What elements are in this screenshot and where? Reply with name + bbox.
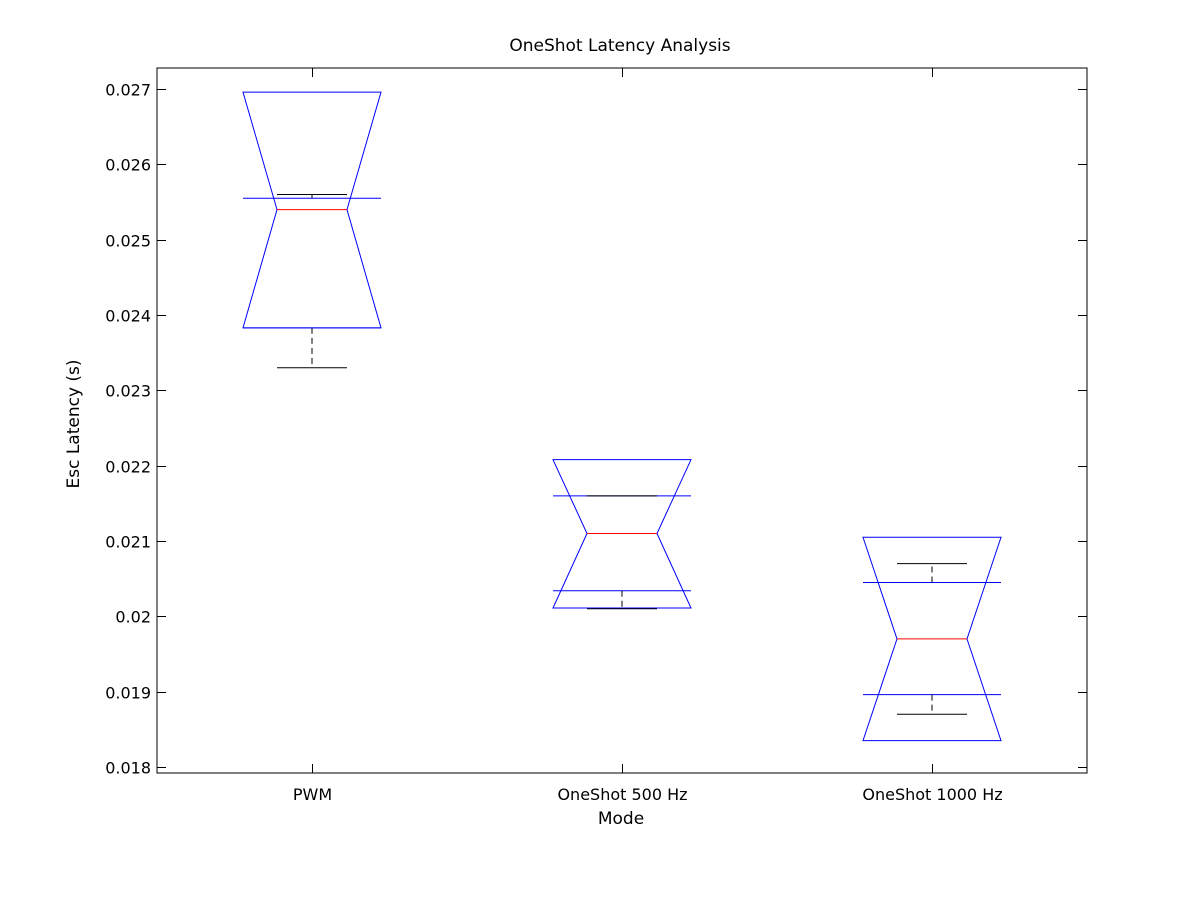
- y-axis: 0.018 0.019 0.02 0.021 0.022 0.023 0.024 0.025 0…: [105, 81, 1087, 778]
- y-tick-label: 0.026: [105, 156, 151, 175]
- y-tick-label: 0.018: [105, 759, 151, 778]
- y-tick-label: 0.027: [105, 81, 151, 100]
- x-tick-label: PWM: [293, 785, 332, 804]
- x-tick-label: OneShot 500 Hz: [557, 785, 687, 804]
- box-1: [242, 91, 382, 369]
- y-tick-label: 0.023: [105, 382, 151, 401]
- y-tick-label: 0.019: [105, 684, 151, 703]
- y-axis-label: Esc Latency (s): [64, 359, 84, 488]
- x-axis: PWM OneShot 500 Hz OneShot 1000 Hz: [293, 68, 1003, 804]
- box-3: [862, 536, 1002, 742]
- y-tick-label: 0.02: [115, 608, 151, 627]
- chart-title: OneShot Latency Analysis: [509, 36, 730, 56]
- y-tick-label: 0.021: [105, 533, 151, 552]
- y-tick-label: 0.024: [105, 307, 151, 326]
- y-tick-label: 0.025: [105, 232, 151, 251]
- y-tick-label: 0.022: [105, 458, 151, 477]
- box-series: [242, 91, 1002, 742]
- plot-area: [156, 67, 1088, 774]
- x-axis-label: Mode: [598, 809, 644, 829]
- box-2: [552, 459, 692, 610]
- x-tick-label: OneShot 1000 Hz: [862, 785, 1002, 804]
- plot-border: [156, 67, 1088, 774]
